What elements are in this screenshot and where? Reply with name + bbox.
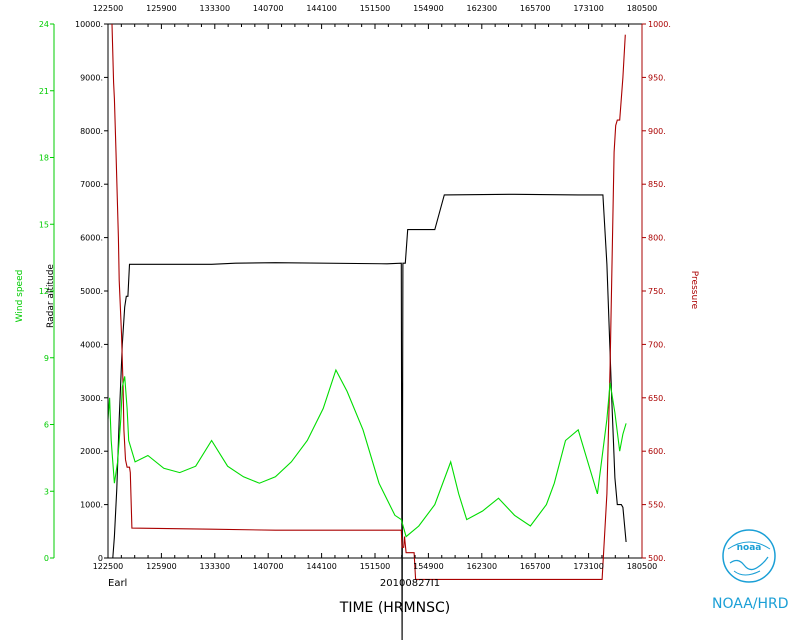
radar-tick-label: 10000.	[75, 20, 103, 29]
x-tick-label-bottom: 125900	[146, 562, 177, 571]
plot-frame	[107, 23, 643, 559]
x-tick-label-top: 125900	[146, 4, 177, 13]
x-tick-label-top: 151500	[360, 4, 391, 13]
wind-tick-label: 21	[39, 87, 49, 96]
radar-tick-label: 5000.	[80, 287, 103, 296]
radar-tick-label: 7000.	[80, 180, 103, 189]
wind-tick-label: 6	[44, 421, 49, 430]
pressure-tick-label: 750.	[648, 287, 666, 296]
wind-axis-title: Wind speed	[15, 270, 25, 323]
noaa-hrd-label: NOAA/HRD	[712, 596, 789, 612]
pressure-tick-label: 1000.	[648, 20, 671, 29]
x-tick-label-bottom: 140700	[253, 562, 284, 571]
pressure-tick-label: 950.	[648, 73, 666, 82]
x-tick-label-bottom: 180500	[627, 562, 658, 571]
radar-tick-label: 8000.	[80, 127, 103, 136]
x-tick-label-top: 162300	[467, 4, 498, 13]
x-tick-label-bottom: 173100	[573, 562, 604, 571]
pressure-tick-label: 600.	[648, 447, 666, 456]
x-tick-label-top: 180500	[627, 4, 658, 13]
pressure-tick-label: 550.	[648, 501, 666, 510]
x-tick-label-bottom: 122500	[93, 562, 124, 571]
pressure-tick-label: 900.	[648, 127, 666, 136]
pressure-tick-label: 850.	[648, 180, 666, 189]
pressure-tick-label: 500.	[648, 554, 666, 563]
x-tick-label-bottom: 133300	[200, 562, 231, 571]
x-tick-label-top: 140700	[253, 4, 284, 13]
x-tick-label-bottom: 144100	[306, 562, 337, 571]
pressure-tick-label: 800.	[648, 234, 666, 243]
x-tick-label-top: 165700	[520, 4, 551, 13]
storm-label: Earl	[108, 578, 127, 589]
wind-tick-label: 12	[39, 287, 49, 296]
radar-tick-label: 3000.	[80, 394, 103, 403]
x-tick-label-bottom: 162300	[467, 562, 498, 571]
wind-tick-label: 15	[39, 220, 49, 229]
x-axis-title: TIME (HRMNSC)	[339, 600, 450, 616]
wind-tick-label: 0	[44, 554, 49, 563]
radar-axis-title: Radar altitude	[46, 264, 56, 328]
wind-series-line	[107, 368, 627, 538]
x-tick-label-top: 144100	[306, 4, 337, 13]
radar-tick-label: 2000.	[80, 447, 103, 456]
radar-series-line	[108, 193, 627, 640]
x-tick-label-top: 154900	[413, 4, 444, 13]
radar-tick-label: 0	[98, 554, 103, 563]
radar-tick-label: 6000.	[80, 234, 103, 243]
x-tick-label-bottom: 151500	[360, 562, 391, 571]
noaa-logo: noaa	[722, 529, 776, 583]
wind-tick-label: 9	[44, 354, 49, 363]
pressure-axis-title: Pressure	[689, 271, 699, 310]
x-tick-label-bottom: 165700	[520, 562, 551, 571]
wind-tick-label: 24	[39, 20, 49, 29]
noaa-logo-text: noaa	[737, 543, 762, 553]
x-tick-label-bottom: 154900	[413, 562, 444, 571]
pressure-tick-label: 650.	[648, 394, 666, 403]
x-tick-label-top: 173100	[573, 4, 604, 13]
radar-tick-label: 1000.	[80, 501, 103, 510]
pressure-series-line	[111, 23, 626, 580]
x-tick-label-top: 122500	[93, 4, 124, 13]
radar-tick-label: 9000.	[80, 73, 103, 82]
pressure-tick-label: 700.	[648, 340, 666, 349]
wind-tick-label: 18	[39, 154, 49, 163]
radar-tick-label: 4000.	[80, 340, 103, 349]
date-label: 20100827I1	[380, 578, 440, 589]
wind-tick-label: 3	[44, 487, 49, 496]
x-tick-label-top: 133300	[200, 4, 231, 13]
